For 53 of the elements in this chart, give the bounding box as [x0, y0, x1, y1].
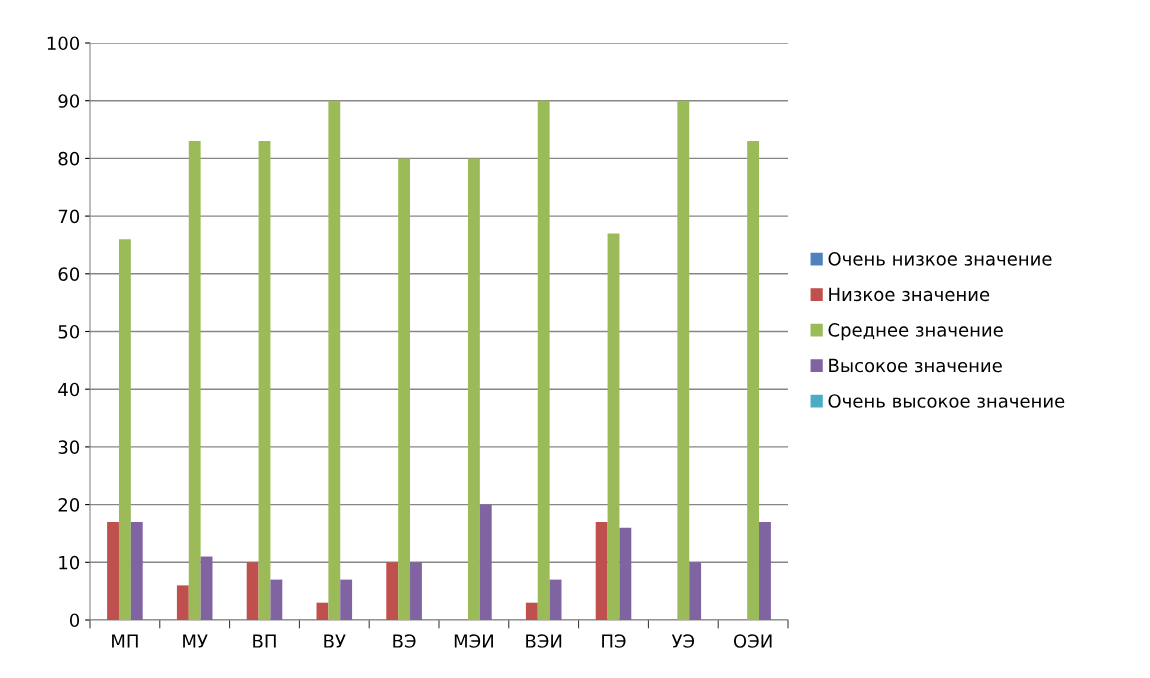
bar: [759, 521, 771, 620]
bar: [619, 527, 632, 620]
bar: [246, 562, 259, 620]
bar: [398, 158, 411, 620]
bar: [200, 556, 213, 620]
bar: [479, 504, 492, 620]
x-tick-label: ОЭИ: [733, 634, 772, 648]
bar: [107, 521, 119, 620]
bar: [270, 579, 283, 620]
bar: [176, 585, 189, 620]
bar: [607, 233, 620, 620]
y-tick-label: 80: [58, 151, 80, 166]
y-tick-label: 20: [58, 498, 80, 512]
legend-label: Среднее значение: [828, 323, 1003, 341]
bar: [118, 239, 131, 620]
x-tick-label: МП: [112, 634, 138, 648]
bar: [689, 562, 702, 620]
x-tick-label: МЭИ: [454, 634, 493, 648]
bar: [386, 562, 399, 620]
y-tick-label: 70: [58, 209, 80, 224]
bar: [410, 562, 422, 620]
legend-label: Очень высокое значение: [828, 394, 1065, 408]
bar: [467, 158, 480, 620]
bar: [537, 100, 550, 620]
x-tick-label: ПЭ: [602, 634, 626, 648]
bar: [316, 602, 329, 620]
bar: [188, 141, 201, 620]
bar: [677, 100, 690, 620]
legend-label: Очень низкое значение: [828, 252, 1052, 266]
y-tick-label: 90: [58, 94, 80, 108]
y-tick-label: 10: [59, 555, 80, 570]
x-tick-label: МУ: [183, 634, 208, 648]
bar: [549, 579, 562, 620]
y-tick-label: 100: [47, 36, 80, 51]
y-tick-label: 30: [58, 440, 80, 455]
y-tick-label: 60: [58, 267, 80, 281]
y-tick-label: 40: [58, 382, 80, 397]
bar: [340, 579, 353, 620]
legend-label: Высокое значение: [829, 358, 1002, 373]
bar: [130, 521, 143, 620]
bar: [328, 100, 341, 620]
y-tick-label: 0: [69, 613, 80, 628]
bar: [595, 521, 608, 620]
y-tick-label: 50: [58, 324, 80, 339]
x-tick-label: ВЭ: [393, 634, 416, 648]
bar: [525, 602, 538, 620]
x-tick-label: ВП: [253, 634, 276, 648]
bar: [258, 141, 271, 620]
bar: [747, 141, 760, 620]
x-tick-label: ВЭИ: [526, 634, 562, 648]
legend-label: Низкое значение: [829, 287, 990, 302]
x-tick-label: ВУ: [324, 634, 346, 648]
x-tick-label: УЭ: [671, 634, 695, 648]
